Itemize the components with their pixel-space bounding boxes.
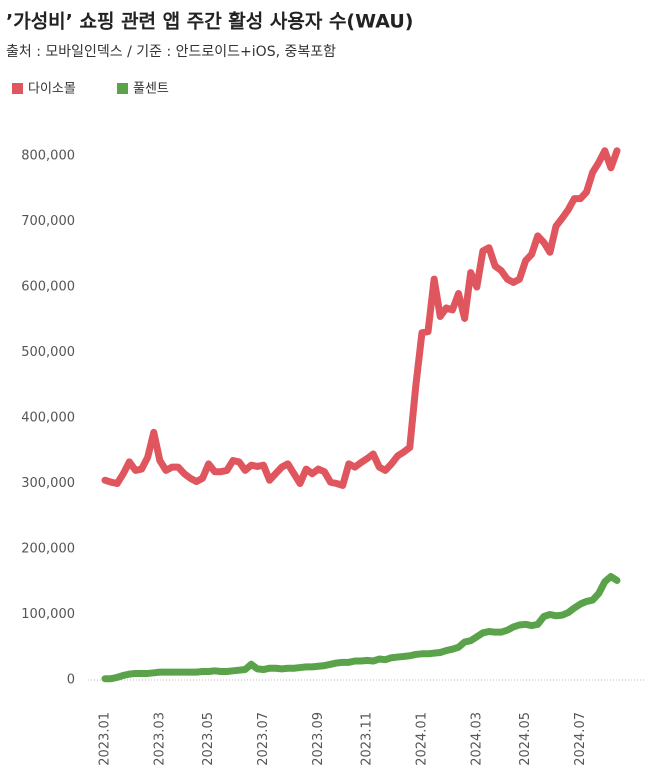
- x-tick-label: 2024.07: [573, 712, 588, 766]
- chart-subtitle: 출처 : 모바일인덱스 / 기준 : 안드로이드+iOS, 중복포함: [6, 44, 336, 60]
- legend-label: 풀센트: [133, 82, 169, 97]
- y-tick-label: 800,000: [21, 149, 75, 164]
- x-tick-label: 2024.03: [469, 712, 484, 766]
- y-tick-label: 100,000: [21, 607, 75, 622]
- y-tick-label: 200,000: [21, 542, 75, 557]
- series-line: [101, 147, 621, 489]
- y-tick-label: 700,000: [21, 214, 75, 229]
- series-line: [101, 573, 621, 683]
- x-tick-label: 2023.03: [152, 712, 167, 766]
- x-tick-label: 2023.05: [201, 712, 216, 766]
- x-tick-label: 2023.01: [98, 712, 113, 766]
- x-tick-label: 2024.01: [414, 712, 429, 766]
- legend-swatch: [117, 83, 128, 94]
- x-tick-label: 2023.11: [360, 712, 375, 766]
- x-tick-label: 2023.09: [311, 712, 326, 766]
- chart-title: ’가성비’ 쇼핑 관련 앱 주간 활성 사용자 수(WAU): [6, 11, 413, 33]
- x-tick-label: 2024.05: [518, 712, 533, 766]
- y-tick-label: 300,000: [21, 476, 75, 491]
- y-tick-label: 600,000: [21, 280, 75, 295]
- legend-swatch: [12, 83, 23, 94]
- y-tick-label: 500,000: [21, 345, 75, 360]
- x-tick-label: 2023.07: [256, 712, 271, 766]
- legend-label: 다이소몰: [28, 82, 76, 97]
- y-tick-label: 0: [67, 673, 75, 688]
- y-tick-label: 400,000: [21, 411, 75, 426]
